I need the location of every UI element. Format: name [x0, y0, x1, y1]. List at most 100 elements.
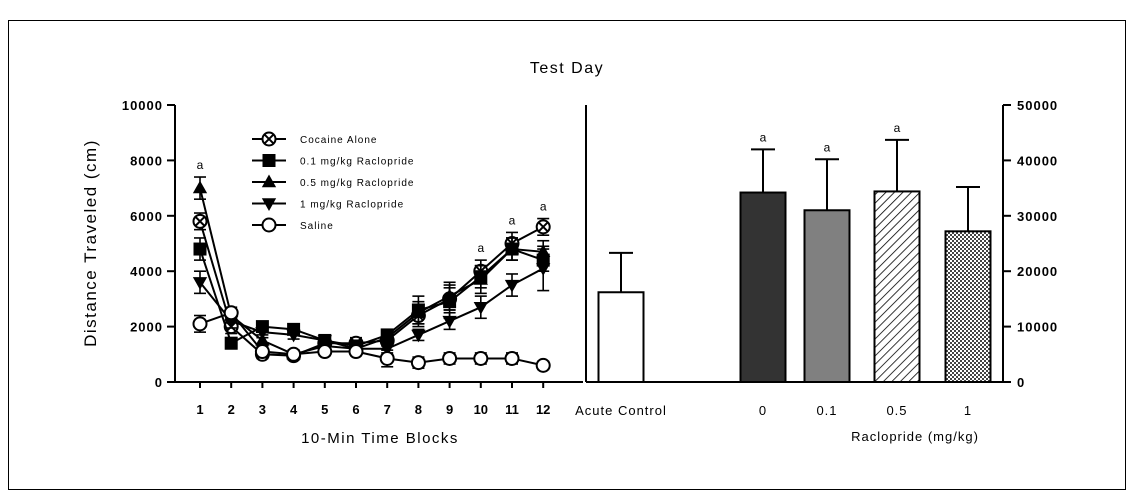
- marker-circle-open: [317, 344, 333, 360]
- x-tick-label: 6: [352, 402, 359, 417]
- x-tick-label: 7: [384, 402, 391, 417]
- marker-cross: [537, 221, 549, 233]
- bar: [873, 190, 921, 383]
- y-tick-label: 20000: [1017, 264, 1058, 279]
- x-axis-label: 10-Min Time Blocks: [301, 430, 459, 447]
- marker-triangle-up: [261, 174, 277, 188]
- x-tick-label: 12: [536, 402, 550, 417]
- series-line: [199, 311, 544, 367]
- x-tick-label: 5: [321, 402, 328, 417]
- significance-label: a: [894, 121, 901, 135]
- significance-label: a: [824, 140, 831, 154]
- marker-cross: [194, 216, 206, 227]
- marker-circle-open: [223, 305, 239, 321]
- y-tick-label: 50000: [1017, 98, 1058, 113]
- marker-triangle-up: [411, 305, 426, 318]
- x-tick-label: 11: [505, 402, 519, 417]
- legend-item: 0.1 mg/kg Raclopride: [252, 154, 415, 168]
- y-tick-label: 10000: [1017, 320, 1058, 335]
- bar-group: 1: [944, 185, 992, 418]
- marker-circle-open: [473, 350, 489, 366]
- marker-triangle-down: [536, 263, 551, 276]
- marker-triangle-down: [442, 315, 457, 329]
- x-tick-label: 0.1: [816, 403, 837, 418]
- marker-circle-x: [535, 219, 551, 235]
- significance-label: a: [509, 213, 516, 227]
- y-tick-label: 6000: [130, 209, 163, 224]
- marker-circle-x: [192, 213, 208, 229]
- x-tick-label: 8: [415, 402, 422, 417]
- marker-triangle-down: [504, 279, 520, 293]
- x-tick-label: 9: [446, 402, 453, 417]
- marker-triangle-down: [261, 198, 277, 211]
- legend-label: Cocaine Alone: [300, 135, 378, 146]
- y-tick-label: 0: [1017, 375, 1025, 390]
- bar: [597, 291, 645, 384]
- marker-triangle-down: [411, 329, 426, 343]
- marker-circle-open: [410, 355, 426, 371]
- marker-triangle-up: [442, 288, 457, 302]
- x-tick-label: 0: [759, 403, 767, 418]
- y-tick-label: 4000: [130, 264, 163, 279]
- x-tick-label: Acute Control: [575, 403, 667, 418]
- marker-circle-open: [286, 346, 302, 362]
- significance-label: a: [197, 158, 204, 172]
- significance-label: a: [477, 241, 484, 255]
- legend: Cocaine Alone 0.1 mg/kg Raclopride 0.5 mg/…: [252, 131, 415, 233]
- marker-circle-open: [442, 350, 458, 366]
- bar-group: a 0.5: [873, 121, 921, 418]
- legend-label: Saline: [300, 221, 334, 232]
- marker-triangle-down: [192, 277, 208, 290]
- bar: [803, 209, 851, 383]
- marker-cross: [263, 133, 275, 145]
- significance-label: a: [760, 130, 767, 144]
- marker-triangle-down: [473, 302, 488, 315]
- series-saline: [192, 305, 551, 373]
- bar-group: Acute Control: [575, 251, 667, 418]
- marker-square: [193, 242, 207, 256]
- series-line: [199, 187, 544, 356]
- legend-label: 0.1 mg/kg Raclopride: [300, 157, 415, 168]
- legend-label: 0.5 mg/kg Raclopride: [300, 178, 415, 189]
- marker-square: [224, 336, 238, 350]
- marker-circle-open: [504, 350, 520, 366]
- marker-triangle-up: [473, 272, 488, 285]
- marker-triangle-down: [255, 326, 270, 340]
- marker-triangle-up: [504, 241, 520, 255]
- marker-circle-open: [535, 357, 551, 373]
- x-axis-label: Raclopride (mg/kg): [851, 429, 979, 444]
- marker-triangle-up: [192, 180, 208, 194]
- x-tick-label: 4: [290, 402, 298, 417]
- legend-item: Saline: [252, 217, 334, 233]
- significance-label: a: [540, 200, 547, 214]
- raclopride-bar-chart: 0 10000 20000 30000 40000 50000 Acute Control a…: [575, 98, 1058, 444]
- x-tick-label: 3: [259, 402, 266, 417]
- bar-group: a 0.1: [803, 140, 851, 418]
- y-tick-label: 0: [155, 375, 163, 390]
- x-tick-label: 2: [228, 402, 235, 417]
- marker-circle-x: [261, 131, 277, 147]
- y-tick-label: 30000: [1017, 209, 1058, 224]
- y-tick-label: 40000: [1017, 153, 1058, 168]
- bar-group: a0: [739, 130, 787, 418]
- marker-circle-open: [254, 344, 270, 360]
- marker-circle-open: [192, 316, 208, 332]
- series-line: [199, 221, 544, 357]
- legend-label: 1 mg/kg Raclopride: [300, 200, 404, 211]
- marker-circle-open: [348, 344, 364, 360]
- x-tick-label: 1: [196, 402, 203, 417]
- legend-item: 1 mg/kg Raclopride: [252, 198, 404, 211]
- legend-item: 0.5 mg/kg Raclopride: [252, 174, 415, 189]
- x-tick-label: 10: [474, 402, 488, 417]
- y-axis-label: Distance Traveled (cm): [81, 139, 100, 347]
- marker-triangle-down: [286, 329, 301, 343]
- marker-circle-open: [379, 350, 395, 366]
- marker-square: [262, 154, 276, 167]
- y-tick-label: 10000: [122, 98, 163, 113]
- marker-circle-open: [261, 217, 277, 233]
- legend-item: Cocaine Alone: [252, 131, 378, 147]
- figure-title: Test Day: [530, 60, 604, 77]
- bar: [944, 230, 992, 383]
